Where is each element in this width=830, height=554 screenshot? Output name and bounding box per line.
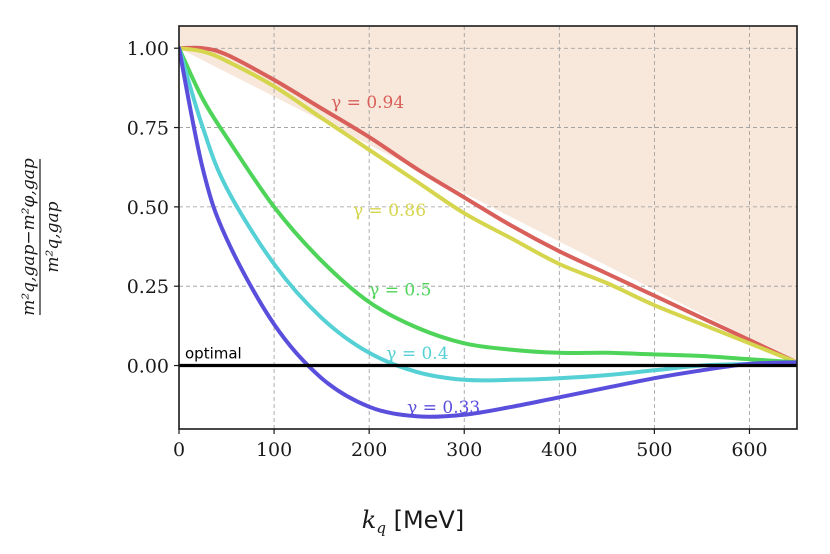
- series-label-3: γ = 0.4: [386, 344, 448, 364]
- series-line-3: [179, 46, 797, 383]
- series-label-1: γ = 0.86: [353, 201, 426, 221]
- axes: 0 100 200 300 400 500 600 0.00 0.25 0.50 0.75 1.00: [127, 25, 798, 461]
- series-label-0: γ = 0.94: [331, 93, 404, 113]
- y-tick-label: 0.25: [127, 276, 169, 298]
- x-tick-label: 400: [541, 439, 577, 461]
- x-axis-label: kq [MeV]: [362, 506, 464, 537]
- plot-frame: [178, 25, 798, 430]
- optimal-label: optimal: [185, 345, 242, 363]
- series-line-0: [179, 45, 797, 365]
- x-tick-label: 600: [731, 439, 767, 461]
- y-tick-label: 0.00: [127, 356, 169, 378]
- y-axis-label: m²q,gap−m²φ,gap m²q,gap: [19, 158, 63, 316]
- x-axis-label-sub: q: [376, 519, 386, 537]
- y-tick-label: 0.50: [127, 197, 169, 219]
- series-line-2: [179, 46, 797, 365]
- y-axis-label-numerator: m²q,gap−m²φ,gap: [19, 158, 39, 316]
- series-label-2: γ = 0.5: [369, 280, 431, 300]
- plot-area: optimal γ = 0.94 γ = 0.86 γ = 0.5 γ = 0.4 γ =…: [178, 26, 797, 429]
- series-label-4: γ = 0.33: [407, 398, 480, 418]
- shaded-region: [179, 26, 797, 363]
- x-tick-label: 300: [446, 439, 482, 461]
- y-tick-label: 1.00: [127, 38, 169, 60]
- y-axis-label-denominator: m²q,gap: [43, 201, 63, 272]
- series-line-1: [179, 46, 797, 365]
- x-tick-label: 0: [173, 439, 185, 461]
- series-line-4: [179, 46, 797, 419]
- y-tick-label: 0.75: [127, 118, 169, 140]
- x-axis-label-var: k: [362, 506, 377, 534]
- x-axis-label-unit: [MeV]: [394, 506, 465, 534]
- x-tick-label: 100: [256, 439, 292, 461]
- x-tick-label: 200: [351, 439, 387, 461]
- x-tick-label: 500: [636, 439, 672, 461]
